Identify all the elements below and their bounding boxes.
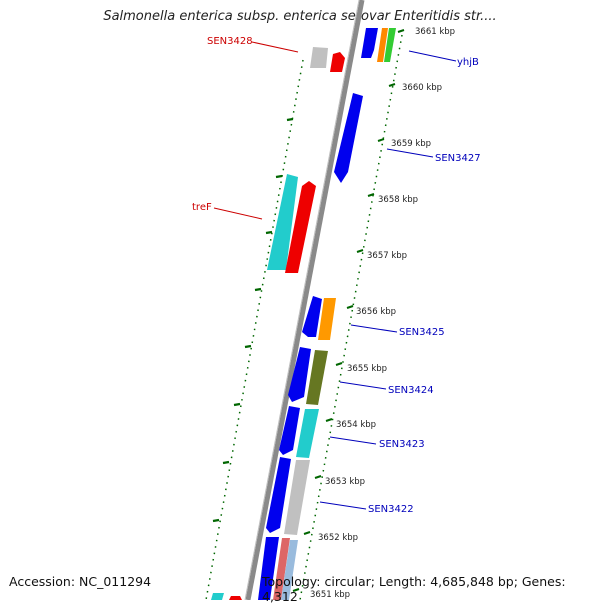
gene-arrow[interactable] [302, 296, 322, 337]
gene-label-sen3423: SEN3423 [379, 439, 425, 450]
gene-arrow[interactable] [288, 347, 311, 402]
label-leader [408, 50, 457, 62]
gene-arrow[interactable] [279, 406, 300, 455]
gene-arrow[interactable] [211, 593, 224, 600]
map-title: Salmonella enterica subsp. enterica sero… [103, 9, 497, 24]
gene-arrow[interactable] [318, 298, 336, 340]
label-leader [339, 381, 387, 390]
label-leader [213, 207, 263, 220]
tick-label: 3657 kbp [367, 251, 407, 261]
forward-strand-genes [258, 28, 396, 600]
genome-backbone [245, 0, 365, 600]
gene-arrow[interactable] [229, 596, 242, 600]
gene-label-sen3428: SEN3428 [207, 36, 253, 47]
tick-label: 3660 kbp [402, 83, 442, 93]
tick-label: 3651 kbp [310, 590, 350, 600]
gene-arrow[interactable] [306, 350, 328, 405]
gene-arrow[interactable] [281, 540, 298, 600]
gene-arrow[interactable] [267, 174, 298, 270]
gene-arrow[interactable] [284, 460, 310, 535]
gene-arrow[interactable] [377, 28, 388, 62]
label-leader [386, 148, 434, 158]
gene-label-sen3424: SEN3424 [388, 385, 434, 396]
gene-label-tref: treF [192, 202, 212, 213]
label-leader [251, 41, 299, 53]
gene-label-yhjb: yhjB [457, 57, 479, 68]
tick-label: 3658 kbp [378, 195, 418, 205]
gene-arrow[interactable] [384, 28, 396, 62]
tick-label: 3655 kbp [347, 364, 387, 374]
tick-label: 3659 kbp [391, 139, 431, 149]
gene-arrow[interactable] [258, 537, 279, 600]
gene-arrow[interactable] [330, 52, 345, 72]
tick-label: 3654 kbp [336, 420, 376, 430]
label-leader [319, 501, 367, 510]
tick-label: 3653 kbp [325, 477, 365, 487]
tick-label: 3661 kbp [415, 27, 455, 37]
gene-label-sen3422: SEN3422 [368, 504, 414, 515]
gene-arrow[interactable] [266, 457, 291, 533]
gene-label-sen3427: SEN3427 [435, 153, 481, 164]
accession-text: Accession: NC_011294 [9, 574, 152, 589]
label-leader [329, 436, 377, 445]
tick-label: 3652 kbp [318, 533, 358, 543]
reverse-strand-genes [211, 47, 345, 600]
tick-label: 3656 kbp [356, 307, 396, 317]
left-guide-ticks [212, 117, 294, 523]
gene-arrow[interactable] [296, 409, 319, 458]
label-leader [350, 324, 398, 333]
gene-arrow[interactable] [273, 538, 290, 600]
gene-arrow[interactable] [334, 93, 363, 183]
gene-arrow[interactable] [361, 28, 378, 58]
gene-arrow[interactable] [310, 47, 328, 68]
gene-label-sen3425: SEN3425 [399, 327, 445, 338]
outer-guide-right [299, 34, 403, 600]
outer-guide-left [205, 59, 304, 600]
tick-marks [292, 29, 405, 592]
gene-arrow[interactable] [285, 181, 316, 273]
